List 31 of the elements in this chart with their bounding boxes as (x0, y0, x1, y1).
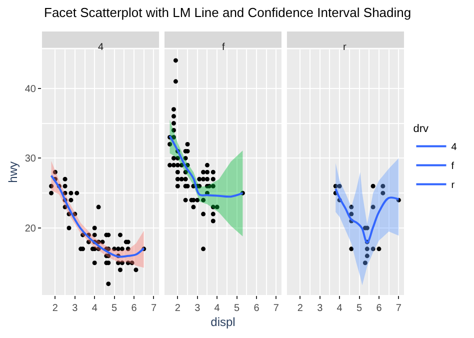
chart-subtitle: f (222, 42, 225, 53)
x-tick-label: 2 (297, 303, 304, 314)
x-tick-label: 6 (376, 303, 382, 314)
y-tick-label: 30 (24, 154, 36, 165)
x-tick-label: 3 (72, 303, 78, 314)
chart-subtitle: 4 (98, 42, 104, 53)
x-tick-label: 5 (112, 303, 118, 314)
x-tick-label: 5 (356, 303, 362, 314)
text: f (451, 161, 454, 172)
x-tick-label: 7 (150, 303, 157, 314)
x-tick-label: 4 (336, 303, 343, 314)
x-tick-label: 3 (194, 303, 201, 314)
y-tick-label: 40 (24, 84, 36, 95)
x-tick-label: 4 (92, 303, 98, 314)
x-tick-label: 3 (317, 303, 324, 314)
x-tick-label: 6 (254, 303, 260, 314)
legend-label: 4 (451, 142, 458, 154)
x-tick-label: 6 (131, 303, 138, 314)
text: r (451, 180, 456, 192)
x-tick-label: 7 (273, 303, 280, 314)
y-tick-label: 20 (24, 223, 36, 234)
chart-subtitle: r (343, 42, 347, 53)
x-tick-label: 2 (174, 303, 181, 314)
text: Facet Scatterplot with LM Line and Confidence Interval Shading (44, 5, 412, 20)
x-tick-label: 7 (396, 303, 402, 314)
y-axis-title: hwy (6, 161, 20, 183)
legend-title: drv (413, 122, 430, 135)
x-axis-title: displ (210, 314, 236, 329)
x-tick-label: 5 (234, 303, 240, 314)
x-tick-label: 2 (52, 303, 58, 314)
x-tick-label: 4 (214, 303, 220, 314)
